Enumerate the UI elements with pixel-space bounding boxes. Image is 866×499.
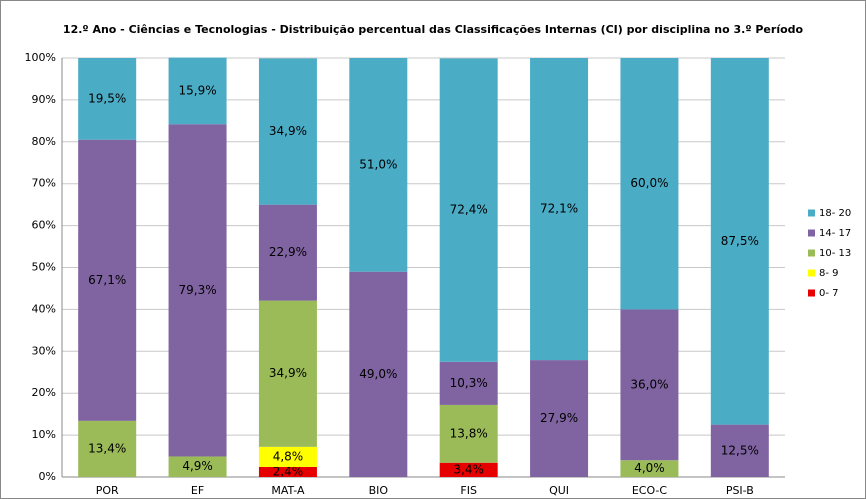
- bar-segment: [168, 456, 227, 477]
- legend-label: 10- 13: [819, 248, 851, 259]
- y-tick-label: 50%: [32, 261, 56, 274]
- value-label: 2,4%: [273, 464, 304, 478]
- legend-swatch: [808, 269, 815, 277]
- value-label: 10,3%: [450, 376, 488, 390]
- bar-segment: [620, 58, 679, 310]
- x-tick-label: QUI: [549, 484, 569, 497]
- legend-label: 14- 17: [819, 228, 851, 239]
- y-tick-label: 10%: [32, 428, 56, 441]
- y-tick-label: 40%: [32, 302, 56, 315]
- value-label: 49,0%: [359, 367, 397, 381]
- value-label: 27,9%: [540, 411, 578, 425]
- x-tick-label: MAT-A: [271, 484, 305, 497]
- value-label: 13,8%: [450, 426, 488, 440]
- bar-segment: [620, 460, 679, 477]
- value-label: 15,9%: [179, 83, 217, 97]
- value-label: 3,4%: [453, 462, 484, 476]
- bar-segment: [78, 420, 137, 477]
- value-label: 4,9%: [182, 459, 213, 473]
- value-label: 51,0%: [359, 157, 397, 171]
- value-label: 60,0%: [630, 176, 668, 190]
- value-label: 4,8%: [273, 449, 304, 463]
- bar-segment: [349, 271, 408, 477]
- bar-segment: [439, 462, 498, 477]
- legend-label: 8- 9: [819, 268, 839, 279]
- bar-segment: [78, 58, 137, 140]
- x-tick-label: FIS: [460, 484, 477, 497]
- bar-segment: [168, 124, 227, 457]
- bar-segment: [258, 300, 317, 447]
- bar-segment: [78, 139, 137, 421]
- value-label: 72,4%: [450, 203, 488, 217]
- bar-segment: [258, 466, 317, 477]
- y-tick-label: 0%: [39, 470, 56, 483]
- x-tick-label: EF: [191, 484, 204, 497]
- y-tick-label: 30%: [32, 344, 56, 357]
- y-tick-label: 70%: [32, 177, 56, 190]
- value-label: 22,9%: [269, 245, 307, 259]
- x-tick-label: ECO-C: [632, 484, 668, 497]
- y-tick-label: 60%: [32, 219, 56, 232]
- bar-segment: [258, 58, 317, 205]
- bar-segment: [710, 58, 769, 425]
- value-label: 4,0%: [634, 461, 665, 475]
- bar-segment: [439, 404, 498, 463]
- legend-label: 18- 20: [819, 208, 851, 219]
- value-label: 36,0%: [630, 377, 668, 391]
- x-tick-label: BIO: [369, 484, 389, 497]
- value-label: 79,3%: [179, 283, 217, 297]
- legend-swatch: [808, 289, 815, 297]
- bar-segment: [349, 58, 408, 272]
- x-tick-label: PSI-B: [726, 484, 754, 497]
- value-label: 72,1%: [540, 202, 578, 216]
- bar-segment: [620, 309, 679, 461]
- value-label: 34,9%: [269, 366, 307, 380]
- value-label: 87,5%: [721, 234, 759, 248]
- y-tick-label: 80%: [32, 135, 56, 148]
- legend-swatch: [808, 209, 815, 217]
- y-tick-label: 90%: [32, 93, 56, 106]
- bar-segment: [710, 424, 769, 477]
- value-label: 34,9%: [269, 124, 307, 138]
- bar-segment: [439, 361, 498, 405]
- value-label: 13,4%: [88, 441, 126, 455]
- value-label: 12,5%: [721, 443, 759, 457]
- bar-segment: [168, 57, 227, 125]
- bar-segment: [530, 360, 589, 477]
- y-tick-label: 100%: [25, 51, 56, 64]
- x-tick-label: POR: [96, 484, 119, 497]
- y-tick-label: 20%: [32, 386, 56, 399]
- legend-swatch: [808, 249, 815, 257]
- bar-segment: [530, 58, 589, 361]
- bar-segment: [258, 204, 317, 301]
- value-label: 19,5%: [88, 91, 126, 105]
- bar-segment: [258, 446, 317, 467]
- bar-segment: [439, 58, 498, 362]
- legend-swatch: [808, 229, 815, 237]
- legend-label: 0- 7: [819, 288, 839, 299]
- chart-title: 12.º Ano - Ciências e Tecnologias - Dist…: [63, 23, 804, 36]
- value-label: 67,1%: [88, 273, 126, 287]
